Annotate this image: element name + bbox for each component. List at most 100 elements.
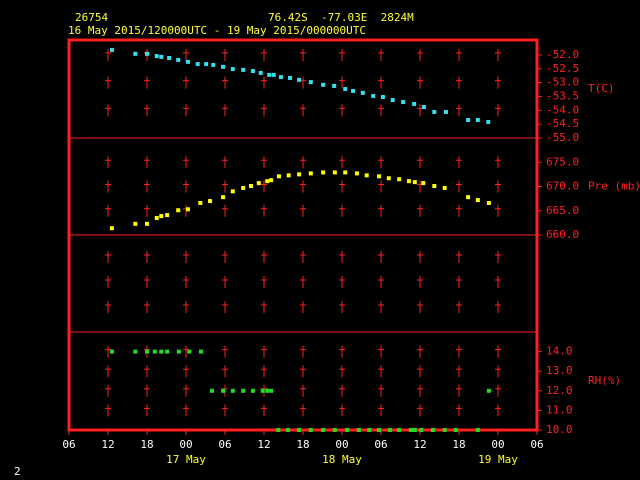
data-point — [308, 171, 313, 176]
data-point — [453, 428, 458, 432]
data-point — [397, 177, 402, 182]
data-point — [377, 174, 382, 179]
data-point — [241, 67, 246, 72]
data-point — [288, 75, 292, 80]
data-point — [377, 428, 382, 432]
data-point — [432, 184, 437, 189]
data-point — [412, 180, 417, 185]
data-point — [145, 349, 149, 354]
data-point — [297, 172, 302, 177]
data-point — [308, 80, 313, 85]
data-point — [249, 184, 253, 189]
data-point — [267, 72, 272, 77]
data-point — [421, 181, 426, 186]
data-point — [466, 195, 471, 200]
data-point — [444, 109, 448, 114]
data-point — [230, 67, 235, 72]
data-point — [154, 216, 159, 221]
data-point — [486, 388, 491, 393]
data-point — [230, 189, 235, 194]
data-point — [211, 62, 216, 67]
data-point — [109, 226, 114, 231]
y-tick-label: 12.0 — [546, 384, 573, 397]
day-label: 18 May — [322, 453, 362, 466]
data-point — [133, 349, 138, 354]
data-point — [286, 173, 291, 178]
data-point — [486, 119, 491, 124]
data-point — [152, 349, 157, 354]
y-tick-label: -52.5 — [546, 62, 579, 75]
data-point — [210, 388, 214, 393]
data-point — [297, 77, 302, 82]
data-point — [198, 200, 203, 205]
x-tick-label: 18 — [452, 438, 465, 451]
y-tick-label: 670.0 — [546, 180, 579, 193]
data-point — [401, 100, 406, 105]
data-point — [431, 428, 435, 432]
data-point — [475, 428, 480, 432]
y-tick-label: 11.0 — [546, 403, 573, 416]
data-point — [165, 349, 170, 354]
data-point — [250, 69, 255, 74]
x-tick-label: 06 — [62, 438, 75, 451]
data-point — [432, 109, 437, 114]
data-point — [332, 83, 337, 88]
page-number: 2 — [14, 465, 21, 478]
y-tick-label: -52.0 — [546, 48, 579, 61]
data-point — [145, 221, 149, 226]
data-point — [265, 179, 270, 184]
x-tick-label: 06 — [218, 438, 231, 451]
data-point — [321, 428, 326, 432]
data-point — [208, 199, 213, 204]
data-point — [386, 176, 391, 181]
data-point — [154, 54, 159, 59]
x-tick-label: 18 — [296, 438, 309, 451]
data-point — [308, 428, 313, 432]
x-tick-label: 00 — [491, 438, 504, 451]
data-point — [276, 428, 281, 432]
data-point — [388, 428, 393, 432]
x-tick-label: 18 — [140, 438, 153, 451]
data-point — [419, 428, 424, 432]
y-tick-label: 675.0 — [546, 155, 579, 168]
y-tick-label: 665.0 — [546, 204, 579, 217]
y-axis-label: T(C) — [588, 82, 615, 95]
data-point — [133, 221, 138, 226]
x-tick-label: 12 — [413, 438, 426, 451]
data-point — [159, 54, 164, 59]
data-point — [475, 118, 480, 123]
data-point — [343, 87, 348, 91]
data-point — [278, 75, 283, 80]
data-point — [390, 98, 395, 103]
y-tick-label: -53.0 — [546, 76, 579, 89]
y-tick-label: 660.0 — [546, 228, 579, 241]
data-point — [145, 51, 149, 56]
data-point — [185, 59, 190, 64]
data-point — [230, 388, 235, 393]
data-point — [221, 388, 226, 393]
data-point — [345, 428, 350, 432]
y-tick-label: 10.0 — [546, 423, 573, 436]
data-point — [250, 388, 255, 393]
data-point — [356, 428, 361, 432]
data-point — [332, 428, 337, 432]
y-tick-label: -54.0 — [546, 103, 579, 116]
y-axis-label: RH(%) — [588, 374, 621, 387]
data-point — [343, 170, 348, 175]
data-point — [351, 88, 356, 93]
data-point — [221, 195, 226, 200]
data-point — [221, 64, 226, 69]
day-label: 17 May — [166, 453, 206, 466]
period: 16 May 2015/120000UTC - 19 May 2015/0000… — [68, 24, 366, 37]
x-tick-label: 06 — [374, 438, 387, 451]
data-point — [371, 93, 376, 98]
y-tick-label: 14.0 — [546, 345, 573, 358]
data-point — [321, 170, 326, 175]
x-tick-label: 00 — [335, 438, 348, 451]
data-point — [286, 428, 291, 432]
data-point — [412, 428, 417, 432]
data-point — [159, 349, 164, 354]
data-point — [297, 428, 302, 432]
